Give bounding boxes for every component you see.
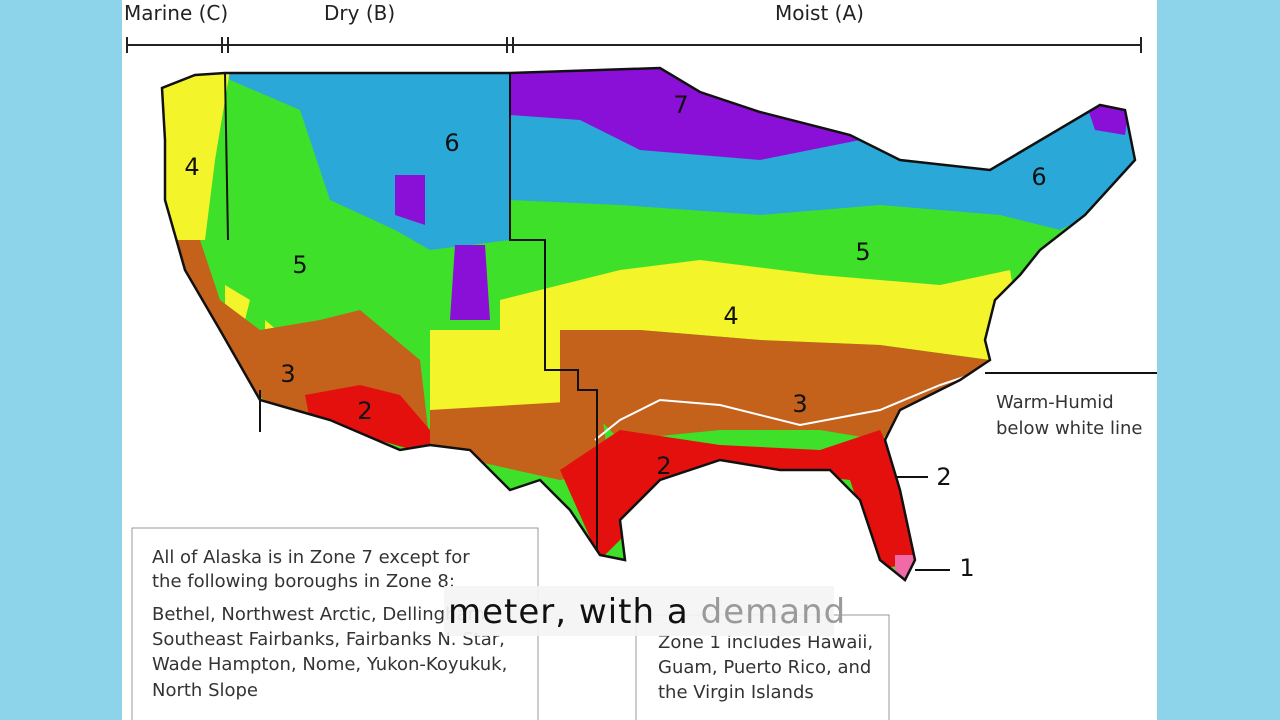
zone1-note: the Virgin Islands [658,682,814,703]
alaska-note: Wade Hampton, Nome, Yukon-Koyukuk, [152,654,507,675]
warm-humid-note: below white line [996,418,1142,439]
alaska-note: Bethel, Northwest Arctic, Dellingham, [152,604,491,625]
callout-lines [895,372,1157,571]
zone-label: 2 [936,463,951,491]
zone-label: 5 [292,251,307,279]
alaska-note: the following boroughs in Zone 8: [152,571,455,592]
zone-label: 7 [673,91,688,119]
alaska-note: North Slope [152,680,258,701]
zone-label: 2 [357,397,372,425]
division-label: Moist (A) [775,1,864,25]
zone-label: 2 [656,452,671,480]
alaska-note: All of Alaska is in Zone 7 except for [152,547,470,568]
alaska-note: Southeast Fairbanks, Fairbanks N. Star, [152,629,505,650]
caption: meter, with a demand [448,592,846,632]
caption-box [444,586,834,636]
warm-humid-note: Warm-Humid [996,392,1114,413]
zone1-note: Zone 1 includes Hawaii, [658,632,873,653]
zone-label: 5 [855,238,870,266]
caption-upcoming: demand [701,592,847,632]
zone-label: 6 [1031,163,1046,191]
zone-label: 4 [184,153,199,181]
division-label: Marine (C) [124,1,228,25]
zone-label: 3 [792,390,807,418]
zone-label: 3 [280,360,295,388]
division-scale [126,37,1142,53]
zone-label: 6 [444,129,459,157]
caption-spoken: meter, with a [448,592,689,632]
zone-label: 4 [723,302,738,330]
zone1-note: Guam, Puerto Rico, and [658,657,871,678]
division-label: Dry (B) [324,1,395,25]
zone-label: 1 [959,554,974,582]
